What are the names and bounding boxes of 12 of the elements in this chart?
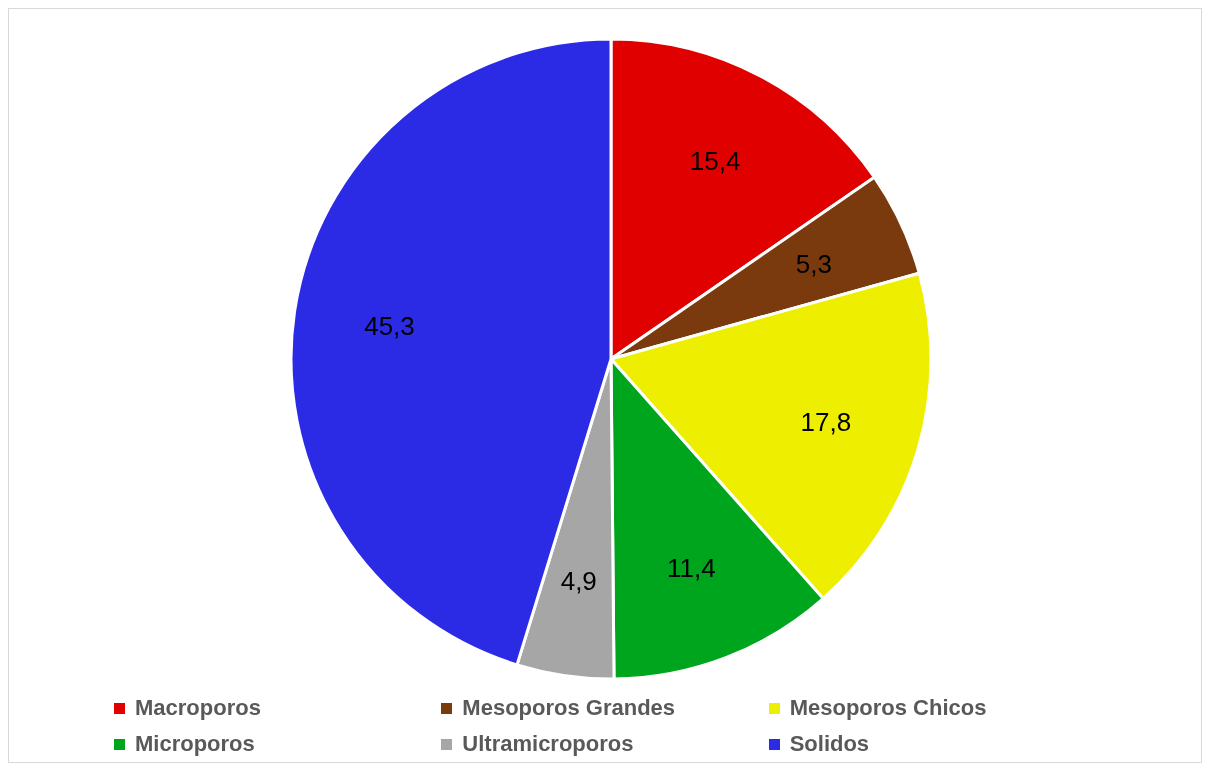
data-label: 15,4: [689, 145, 741, 176]
data-label: 11,4: [667, 553, 716, 584]
data-label: 17,8: [800, 407, 852, 438]
legend-label: Ultramicroporos: [462, 731, 634, 757]
legend-label: Microporos: [135, 731, 255, 757]
legend-label: Mesoporos Chicos: [789, 695, 987, 721]
data-label: 5,3: [795, 249, 832, 280]
legend-label: Mesoporos Grandes: [462, 695, 676, 721]
data-label: 45,3: [364, 310, 415, 341]
legend-label: Solidos: [789, 731, 870, 757]
data-label: 4,9: [560, 565, 597, 596]
legend-label: Macroporos: [135, 695, 261, 721]
